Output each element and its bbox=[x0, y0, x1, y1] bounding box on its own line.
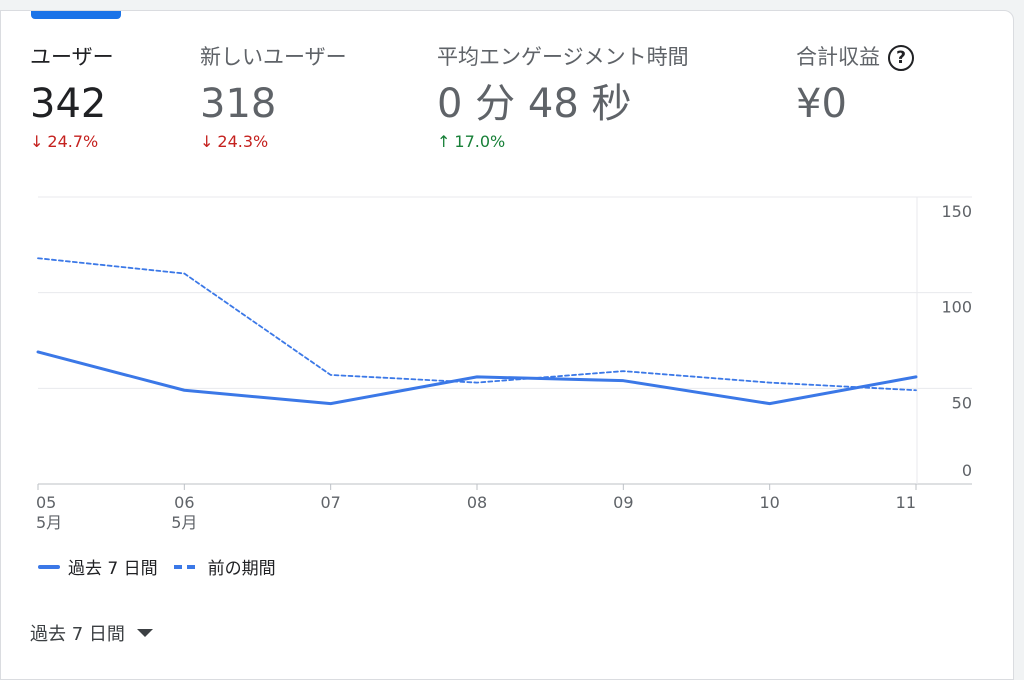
metric-users-delta: ↓ 24.7% bbox=[30, 130, 114, 154]
chart-legend: 過去 7 日間 前の期間 bbox=[38, 554, 292, 579]
metric-users-value: 342 bbox=[30, 81, 107, 127]
metric-total-revenue[interactable]: 合計収益? ¥0 bbox=[796, 42, 914, 130]
x-tick-sublabel: 5月 bbox=[171, 513, 197, 532]
arrow-down-icon: ↓ bbox=[30, 132, 44, 151]
date-range-label: 過去 7 日間 bbox=[30, 624, 125, 645]
x-tick-label: 11 bbox=[896, 493, 916, 512]
metric-avg-engagement-delta: ↑ 17.0% bbox=[437, 130, 689, 154]
date-range-dropdown[interactable]: 過去 7 日間 bbox=[30, 620, 153, 646]
series-line-previous bbox=[37, 257, 917, 392]
legend-dashed-swatch bbox=[173, 564, 200, 569]
metric-avg-engagement-label: 平均エンゲージメント時間 bbox=[437, 45, 689, 69]
series-line-current bbox=[36, 350, 918, 406]
metric-total-revenue-label: 合計収益 bbox=[796, 45, 880, 69]
x-tick-label: 09 bbox=[613, 493, 633, 512]
x-tick-label: 07 bbox=[320, 493, 340, 512]
metric-avg-engagement-value: 0 分 48 秒 bbox=[437, 81, 632, 127]
arrow-up-icon: ↑ bbox=[437, 132, 451, 151]
metric-total-revenue-label-row: 合計収益? bbox=[796, 42, 914, 72]
metric-users[interactable]: ユーザー 342 ↓ 24.7% bbox=[30, 42, 114, 154]
metric-new-users-label: 新しいユーザー bbox=[200, 45, 347, 69]
metric-new-users-delta-value: 24.3% bbox=[217, 132, 269, 151]
legend-item-previous[interactable]: 前の期間 bbox=[173, 554, 276, 579]
metric-users-delta-value: 24.7% bbox=[47, 132, 99, 151]
metric-new-users-value: 318 bbox=[200, 81, 277, 127]
caret-down-icon bbox=[136, 629, 153, 637]
y-tick-label: 150 bbox=[941, 202, 972, 221]
x-tick-label: 06 bbox=[174, 493, 194, 512]
y-tick-label: 100 bbox=[941, 298, 972, 317]
metric-avg-engagement-delta-value: 17.0% bbox=[454, 132, 506, 151]
x-tick-sublabel: 5月 bbox=[36, 513, 62, 532]
arrow-down-icon: ↓ bbox=[200, 132, 214, 151]
metric-new-users-delta: ↓ 24.3% bbox=[200, 130, 347, 154]
legend-solid-swatch bbox=[38, 564, 60, 569]
legend-current-label: 過去 7 日間 bbox=[68, 559, 158, 579]
active-tab-indicator bbox=[31, 11, 121, 19]
metric-avg-engagement[interactable]: 平均エンゲージメント時間 0 分 48 秒 ↑ 17.0% bbox=[437, 42, 689, 154]
y-tick-label: 0 bbox=[962, 461, 972, 480]
x-tick-label: 08 bbox=[467, 493, 487, 512]
metric-users-label: ユーザー bbox=[30, 45, 114, 69]
metric-new-users[interactable]: 新しいユーザー 318 ↓ 24.3% bbox=[200, 42, 347, 154]
legend-previous-label: 前の期間 bbox=[207, 559, 276, 579]
legend-item-current[interactable]: 過去 7 日間 bbox=[38, 554, 158, 579]
metric-total-revenue-value: ¥0 bbox=[796, 81, 847, 127]
help-icon[interactable]: ? bbox=[888, 45, 914, 71]
x-tick-label: 10 bbox=[759, 493, 779, 512]
y-tick-label: 50 bbox=[952, 393, 972, 412]
overview-card bbox=[0, 10, 1014, 680]
x-tick-label: 05 bbox=[36, 493, 56, 512]
